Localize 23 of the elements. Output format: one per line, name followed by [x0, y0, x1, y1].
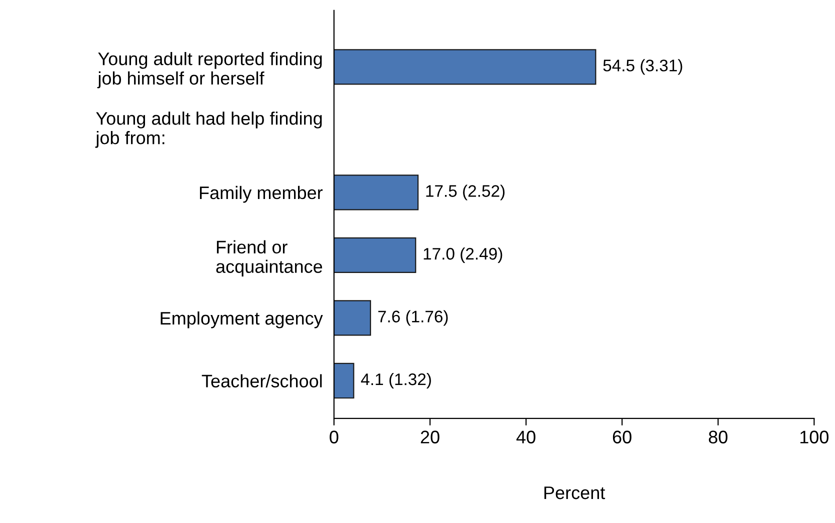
x-tick-label: 20 — [420, 430, 440, 444]
y-tick-label: Young adult reported finding job himself or herself — [97, 52, 322, 88]
bar — [334, 174, 419, 210]
bar — [334, 300, 372, 336]
x-tick-label: 80 — [708, 430, 728, 444]
x-tick-label: 40 — [516, 430, 536, 444]
x-axis-title: Percent — [544, 486, 606, 500]
y-tick-label: Teacher/school — [202, 374, 322, 388]
data-label: 54.5 (3.31) — [603, 59, 682, 75]
x-tick-label: 100 — [800, 430, 828, 444]
y-tick-label: Family member — [200, 186, 323, 203]
bar — [334, 49, 596, 85]
data-label: 7.6 (1.76) — [378, 310, 448, 326]
y-tick-label: Employment agency — [160, 311, 323, 328]
data-label: 4.1 (1.32) — [361, 372, 431, 389]
data-label: 17.0 (2.49) — [424, 247, 502, 263]
text: Young adult had help finding job from: — [95, 112, 322, 148]
x-tick-label: 0 — [330, 430, 338, 444]
x-tick-label: 60 — [612, 430, 632, 444]
bar — [334, 237, 416, 274]
y-tick-label: Friend or acquaintance — [216, 240, 322, 277]
data-label: 17.5 (2.52) — [426, 184, 505, 200]
bar — [334, 362, 354, 399]
